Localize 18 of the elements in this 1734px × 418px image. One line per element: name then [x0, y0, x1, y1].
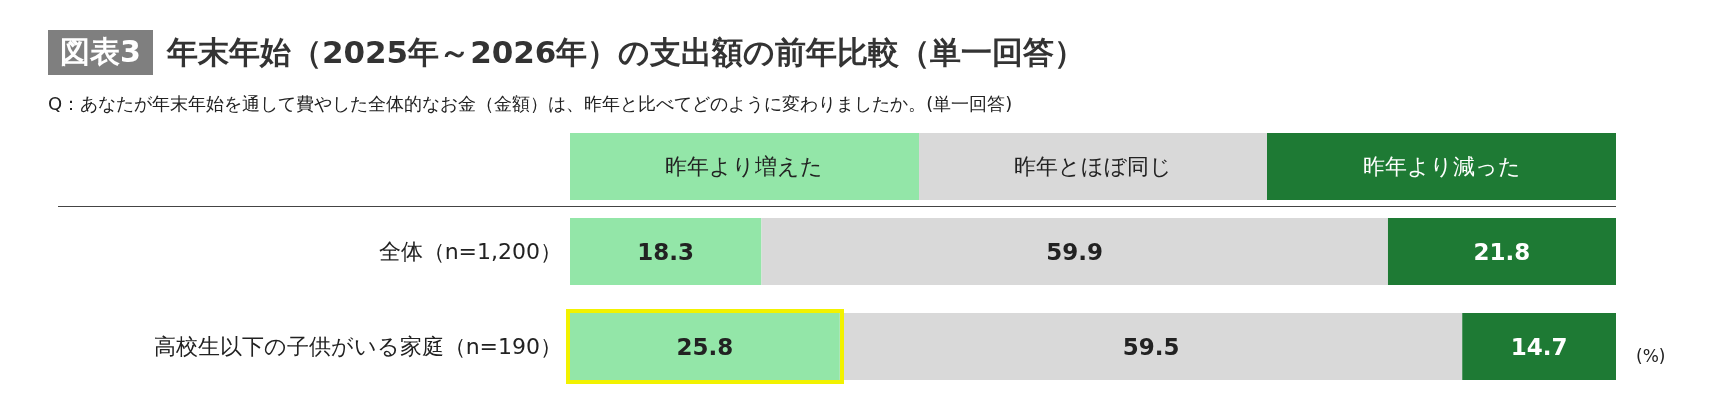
- y-tick-label: 全体（n=1,200）: [378, 239, 562, 265]
- series-label: 昨年より増えた: [570, 133, 919, 200]
- bar: [761, 218, 1388, 285]
- chart-subtitle: Q：あなたが年末年始を通して費やした全体的なお金（金額）は、昨年と比べてどのように変わりましたか。(単一回答): [48, 92, 1013, 116]
- bar: [1387, 218, 1616, 285]
- series-label: 昨年とほぼ同じ: [918, 133, 1268, 200]
- data-label: 59.5: [1122, 333, 1180, 360]
- data-label: 18.3: [637, 238, 695, 265]
- series-label: 昨年より減った: [1267, 133, 1616, 200]
- bar: [1462, 313, 1616, 380]
- data-label: 25.8: [676, 333, 734, 360]
- y-tick-label: 高校生以下の子供がいる家庭（n=190）: [153, 334, 562, 360]
- chart-title: 図表3 年末年始（2025年～2026年）の支出額の前年比較（単一回答）: [59, 32, 1086, 72]
- text: (%): [1636, 346, 1666, 366]
- data-label: 14.7: [1510, 333, 1568, 360]
- bar: [570, 218, 762, 285]
- data-label: 59.9: [1046, 238, 1104, 265]
- data-label: 21.8: [1473, 238, 1531, 265]
